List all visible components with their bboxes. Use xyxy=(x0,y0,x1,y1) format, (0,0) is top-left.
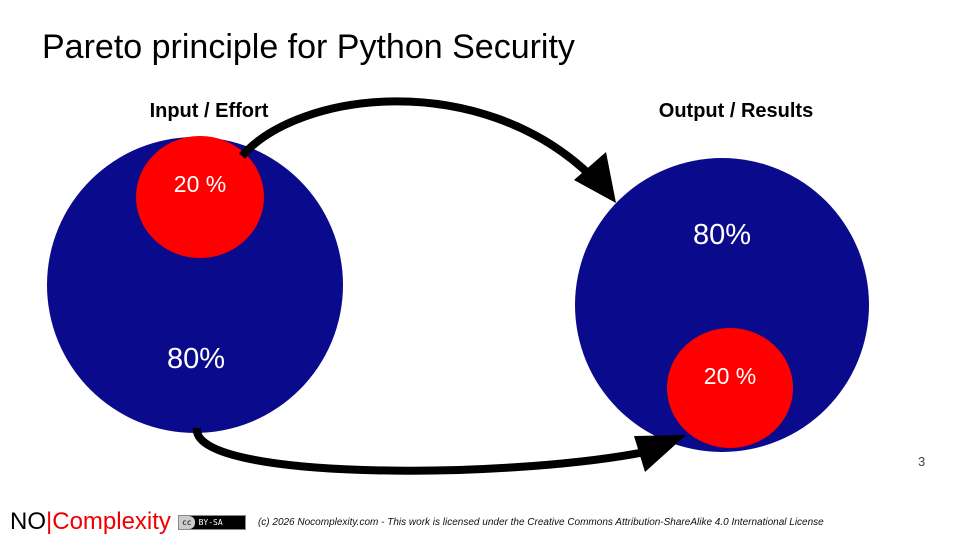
logo-no: NO xyxy=(10,508,46,535)
logo-complexity: Complexity xyxy=(52,508,171,535)
nocomplexity-logo: NO|Complexity xyxy=(10,508,171,535)
output-large-circle xyxy=(575,158,869,452)
input-small-pct: 20 % xyxy=(174,171,226,197)
input-heading: Input / Effort xyxy=(150,100,269,122)
input-small-circle xyxy=(136,136,264,258)
slide-title: Pareto principle for Python Security xyxy=(42,28,575,66)
output-heading: Output / Results xyxy=(659,100,813,122)
input-large-pct: 80% xyxy=(167,343,225,375)
page-number: 3 xyxy=(918,454,926,469)
top-arrowhead-icon xyxy=(574,152,616,203)
bottom-arrow xyxy=(193,427,646,475)
output-small-circle xyxy=(667,328,793,448)
output-small-pct: 20 % xyxy=(704,363,756,389)
output-large-pct: 80% xyxy=(693,219,751,251)
cc-license-badge-icon: cc BY-SA xyxy=(177,514,246,530)
input-large-circle xyxy=(47,137,343,433)
footer: NO|Complexity cc BY-SA (c) 2026 Nocomplex… xyxy=(10,508,824,536)
bottom-arrowhead-icon xyxy=(634,435,686,472)
top-arrow xyxy=(238,97,593,178)
license-text: (c) 2026 Nocomplexity.com - This work is… xyxy=(257,516,824,528)
